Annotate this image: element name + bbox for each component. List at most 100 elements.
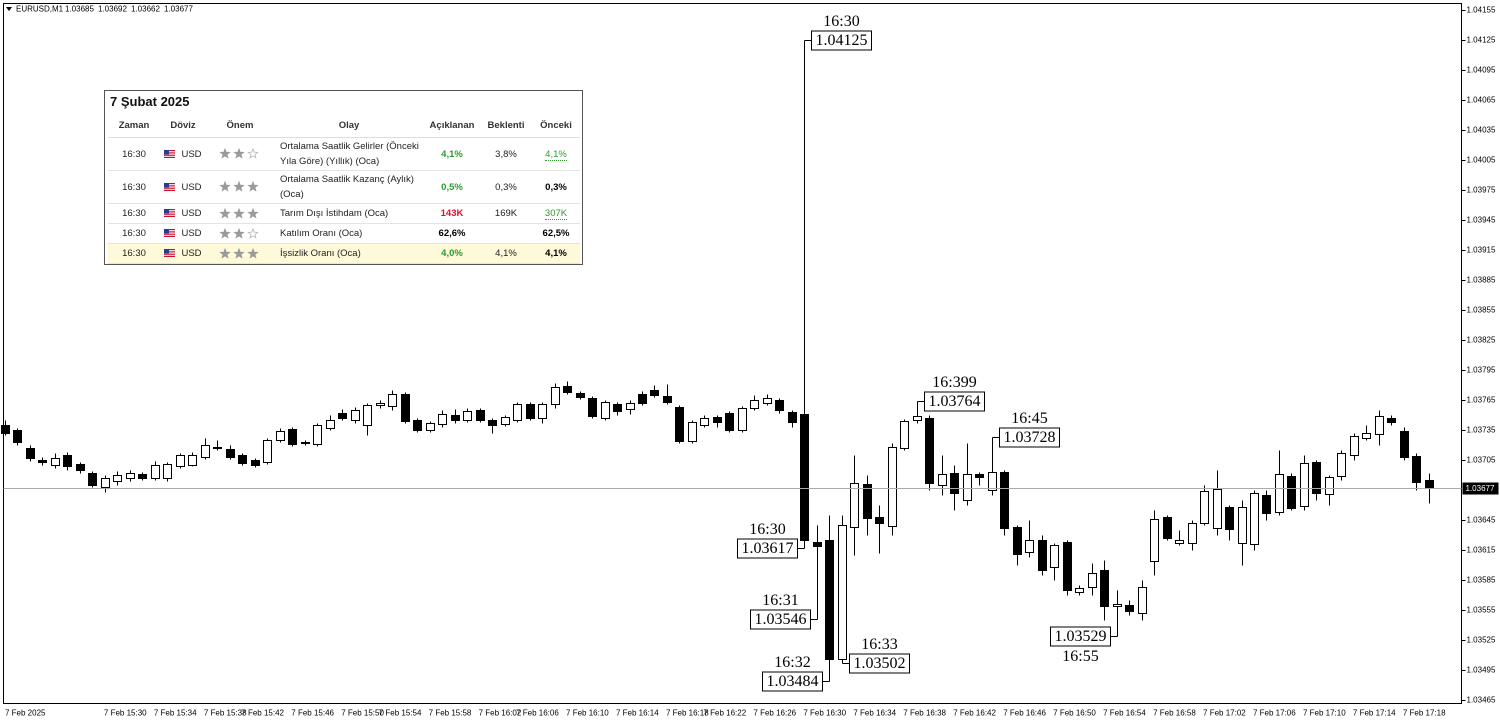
header-high: 1.03692 [98,5,127,14]
currency-code: USD [181,208,202,219]
x-tick-label: 7 Feb 16:58 [1153,709,1196,718]
event-actual: 62,6% [424,223,480,244]
event-previous: 0,3% [532,170,580,204]
event-time: 16:30 [108,243,160,264]
event-actual: 143K [424,203,480,224]
candle-body [1050,545,1059,568]
candle-body [1400,431,1409,458]
candle-body [1275,474,1284,513]
candle-body [1250,493,1259,545]
event-previous: 307K [532,203,580,224]
calendar-header-row: Zaman Döviz Önem Olay Açıklanan Beklenti Öncek… [108,113,580,138]
event-currency: USD [160,137,206,171]
x-tick-label: 7 Feb 16:18 [666,709,709,718]
previous-value: 0,3% [545,181,567,193]
calendar-table: Zaman Döviz Önem Olay Açıklanan Beklenti Öncek… [108,113,580,264]
x-tick-label: 7 Feb 17:06 [1253,709,1296,718]
candle-body [1038,540,1047,571]
candle-body [363,405,372,426]
event-currency: USD [160,203,206,224]
event-currency: USD [160,170,206,204]
candle-body [925,418,934,484]
candle-body [51,458,60,466]
candle-body [563,386,572,393]
currency-code: USD [181,148,202,160]
y-tick-label: 1.04065 [1467,96,1496,105]
y-tick-label: 1.04005 [1467,156,1496,165]
event-forecast: 4,1% [480,243,532,264]
column-header: Önceki [532,113,580,138]
candle-body [213,447,222,449]
candle-body [451,415,460,421]
annotation-time: 16:55 [1062,648,1098,665]
candle-body [426,423,435,431]
candle-body [900,421,909,449]
candle-body [151,465,160,479]
annotation-value: 1.04125 [816,32,868,49]
x-tick-label: 7 Feb 16:34 [853,709,896,718]
importance-stars [219,207,259,219]
forecast-value: 0,3% [495,181,517,193]
candle-body [163,464,172,479]
y-tick-label: 1.03615 [1467,546,1496,555]
us-flag-icon [164,249,176,257]
currency-code: USD [181,181,202,193]
star [233,181,245,193]
candle-body [1337,453,1346,477]
candle-body [276,431,285,441]
candle-body [825,540,834,660]
current-price-label: 1.03677 [1466,484,1495,493]
event-forecast: 3,8% [480,137,532,171]
candle-body [1163,517,1172,539]
candle-body [1,425,10,434]
star [247,227,259,239]
event-name: İşsizlik Oranı (Oca) [274,243,424,264]
calendar-row: 16:30 USD Katılım Oranı (Oca) 62,6% 62,5% [108,223,580,244]
candle-body [626,403,635,410]
x-tick-label: 7 Feb 16:14 [616,709,659,718]
candle-body [650,390,659,396]
candle-body [1262,495,1271,514]
candle-body [675,407,684,442]
forecast-value: 4,1% [495,248,517,259]
candle-body [1387,418,1396,423]
y-tick-label: 1.03555 [1467,606,1496,615]
event-name: Ortalama Saatlik Gelirler (Önceki Yıla G… [274,137,424,171]
annotation-box [750,609,811,630]
candle-body [988,472,997,491]
x-tick-label: 7 Feb 15:58 [429,709,472,718]
currency-code: USD [181,228,202,239]
calendar-title: 7 Şubat 2025 [110,94,190,109]
currency-code: USD [181,248,202,259]
y-tick-label: 1.03495 [1467,666,1496,675]
event-name: Tarım Dışı İstihdam (Oca) [274,203,424,224]
candle-body [501,417,510,425]
star [233,148,245,160]
candle-body [251,460,260,466]
header-low: 1.03662 [131,5,160,14]
candle-body [388,394,397,407]
y-tick-label: 1.03705 [1467,456,1496,465]
symbol-menu-icon [6,7,12,11]
candle-body [101,478,110,488]
candle-body [1375,416,1384,435]
x-tick-label: 7 Feb 16:54 [1103,709,1146,718]
x-tick-label: 7 Feb 16:10 [566,709,609,718]
importance-stars [219,247,259,259]
candle-body [738,408,747,431]
candle-body [176,455,185,467]
candle-body [326,420,335,429]
candle-body [601,402,610,419]
previous-value: 4,1% [545,248,567,259]
candle-body [1125,605,1134,612]
candle-body [526,404,535,419]
candle-body [613,404,622,412]
candle-body [838,525,847,660]
candle-body [138,474,147,479]
candle-body [201,445,210,458]
annotation-box [999,427,1060,448]
star [219,227,231,239]
forecast-value: 3,8% [495,148,517,160]
event-actual: 0,5% [424,170,480,204]
